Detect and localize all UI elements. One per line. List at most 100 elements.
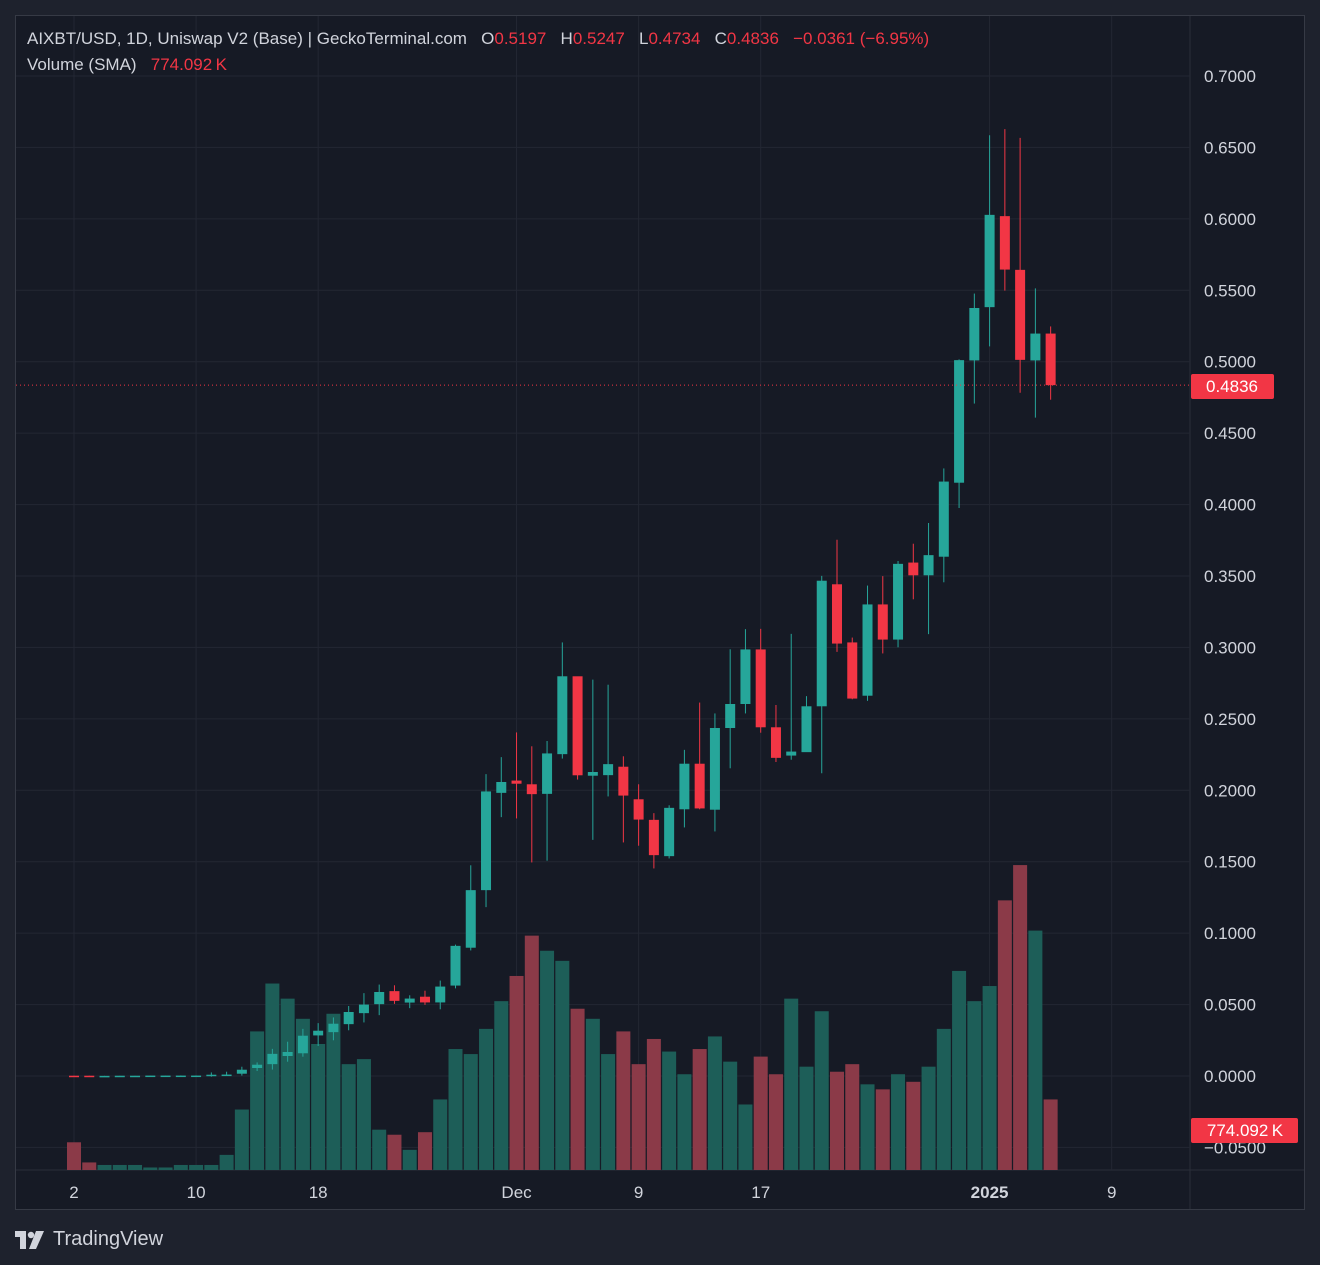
volume-bar bbox=[479, 1028, 494, 1170]
volume-bar bbox=[921, 1066, 936, 1170]
candle-body[interactable] bbox=[877, 604, 888, 640]
candle-body[interactable] bbox=[175, 1075, 186, 1078]
tradingview-logo[interactable]: TradingView bbox=[15, 1228, 163, 1251]
volume-indicator-value: 774.092 K bbox=[150, 55, 227, 74]
candle-body[interactable] bbox=[938, 481, 949, 557]
volume-bar bbox=[311, 1044, 326, 1170]
candle-body[interactable] bbox=[435, 986, 446, 1003]
candle-body[interactable] bbox=[801, 706, 812, 753]
candle-body[interactable] bbox=[221, 1074, 232, 1077]
candle-body[interactable] bbox=[282, 1052, 293, 1056]
volume-bar bbox=[707, 1036, 722, 1170]
candle-body[interactable] bbox=[465, 890, 476, 948]
candle-body[interactable] bbox=[816, 580, 827, 707]
candle-body[interactable] bbox=[526, 784, 537, 795]
x-tick-label: 2025 bbox=[971, 1183, 1009, 1202]
volume-bar bbox=[555, 960, 570, 1170]
candle-body[interactable] bbox=[191, 1075, 202, 1078]
candle-body[interactable] bbox=[1045, 333, 1056, 386]
candle-body[interactable] bbox=[725, 704, 736, 728]
symbol-title[interactable]: AIXBT/USD, 1D, Uniswap V2 (Base) | Gecko… bbox=[27, 29, 467, 48]
candle-body[interactable] bbox=[313, 1030, 324, 1036]
volume-bar bbox=[494, 1001, 509, 1170]
candle-body[interactable] bbox=[130, 1075, 141, 1078]
low-value: 0.4734 bbox=[648, 29, 701, 48]
candle-body[interactable] bbox=[297, 1035, 308, 1054]
candle-body[interactable] bbox=[389, 991, 400, 1001]
y-tick-label: 0.5500 bbox=[1204, 281, 1256, 300]
volume-bar bbox=[753, 1056, 768, 1170]
candle-body[interactable] bbox=[862, 604, 873, 696]
candle-body[interactable] bbox=[954, 360, 965, 483]
candle-body[interactable] bbox=[145, 1075, 156, 1078]
candle-body[interactable] bbox=[252, 1064, 263, 1068]
candle-body[interactable] bbox=[557, 676, 568, 755]
candle-body[interactable] bbox=[343, 1012, 354, 1025]
candle-body[interactable] bbox=[84, 1075, 95, 1078]
candle-body[interactable] bbox=[374, 992, 385, 1005]
volume-indicator-label[interactable]: Volume (SMA) bbox=[27, 55, 137, 74]
candle-body[interactable] bbox=[893, 563, 904, 640]
y-tick-label: 0.1500 bbox=[1204, 853, 1256, 872]
candle-body[interactable] bbox=[770, 727, 781, 758]
change-value: −0.0361 (−6.95%) bbox=[793, 29, 930, 48]
volume-bar bbox=[295, 1018, 310, 1170]
y-tick-label: 0.3500 bbox=[1204, 567, 1256, 586]
candle-body[interactable] bbox=[267, 1053, 278, 1065]
candle-body[interactable] bbox=[206, 1074, 217, 1077]
candle-body[interactable] bbox=[1015, 269, 1026, 360]
volume-bar bbox=[448, 1049, 463, 1170]
low-label: L bbox=[638, 29, 649, 48]
y-tick-label: 0.4000 bbox=[1204, 496, 1256, 515]
candle-body[interactable] bbox=[328, 1023, 339, 1033]
volume-bar bbox=[692, 1049, 707, 1170]
chart-frame[interactable] bbox=[15, 15, 1305, 1210]
candle-body[interactable] bbox=[755, 649, 766, 728]
candle-body[interactable] bbox=[984, 214, 995, 308]
candle-body[interactable] bbox=[114, 1075, 125, 1078]
candle-body[interactable] bbox=[160, 1075, 171, 1078]
candle-body[interactable] bbox=[709, 728, 720, 810]
candle-body[interactable] bbox=[69, 1075, 79, 1078]
open-value: 0.5197 bbox=[494, 29, 547, 48]
candle-body[interactable] bbox=[1030, 333, 1041, 361]
x-tick-label: 9 bbox=[634, 1183, 643, 1202]
candle-body[interactable] bbox=[511, 780, 522, 784]
candle-body[interactable] bbox=[664, 807, 675, 857]
candle-body[interactable] bbox=[419, 996, 430, 1003]
y-tick-label: 0.2000 bbox=[1204, 781, 1256, 800]
x-tick-label: 18 bbox=[309, 1183, 328, 1202]
candle-body[interactable] bbox=[786, 751, 797, 756]
candle-body[interactable] bbox=[481, 791, 492, 891]
candle-body[interactable] bbox=[236, 1069, 247, 1074]
candle-body[interactable] bbox=[999, 216, 1010, 270]
candle-body[interactable] bbox=[99, 1075, 110, 1078]
candle-body[interactable] bbox=[450, 945, 461, 986]
candle-body[interactable] bbox=[587, 772, 598, 776]
candle-body[interactable] bbox=[648, 819, 659, 856]
candle-body[interactable] bbox=[740, 649, 751, 704]
candle-body[interactable] bbox=[832, 584, 842, 644]
candle-body[interactable] bbox=[633, 799, 644, 820]
volume-bar bbox=[158, 1167, 173, 1170]
candle-body[interactable] bbox=[618, 766, 629, 796]
volume-bar bbox=[1043, 1099, 1058, 1170]
candle-body[interactable] bbox=[572, 676, 583, 776]
volume-badge-text: 774.092 K bbox=[1207, 1121, 1284, 1140]
candle-body[interactable] bbox=[694, 763, 705, 809]
candle-body[interactable] bbox=[404, 998, 415, 1003]
candle-body[interactable] bbox=[969, 308, 980, 361]
volume-bar bbox=[936, 1028, 951, 1170]
candle-body[interactable] bbox=[847, 642, 858, 699]
candle-body[interactable] bbox=[679, 763, 690, 810]
volume-bar bbox=[341, 1064, 356, 1170]
candle-body[interactable] bbox=[923, 555, 934, 576]
candle-body[interactable] bbox=[603, 764, 614, 776]
candle-body[interactable] bbox=[358, 1004, 369, 1014]
candle-body[interactable] bbox=[542, 753, 553, 794]
volume-bar bbox=[128, 1164, 143, 1170]
candle-body[interactable] bbox=[496, 782, 507, 793]
candle-body[interactable] bbox=[908, 562, 919, 576]
time-axis: 2 10 18 Dec 9 17 2025 9 bbox=[69, 1183, 1116, 1202]
